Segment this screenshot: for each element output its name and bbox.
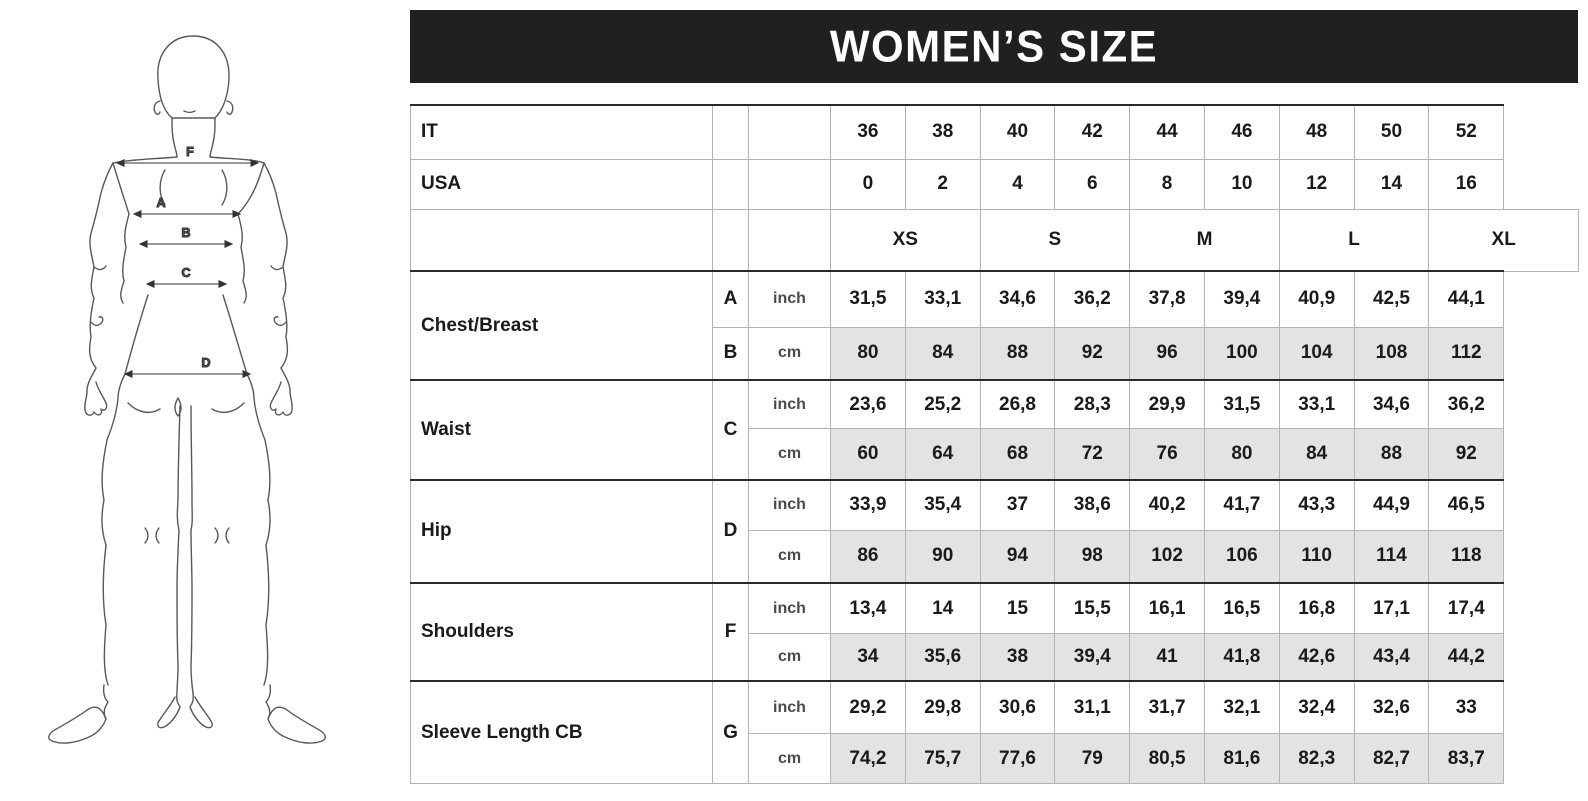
svg-text:D: D — [201, 356, 210, 370]
svg-text:C: C — [181, 266, 190, 280]
svg-text:A: A — [156, 196, 165, 210]
svg-text:B: B — [181, 226, 190, 240]
svg-text:F: F — [186, 145, 194, 159]
